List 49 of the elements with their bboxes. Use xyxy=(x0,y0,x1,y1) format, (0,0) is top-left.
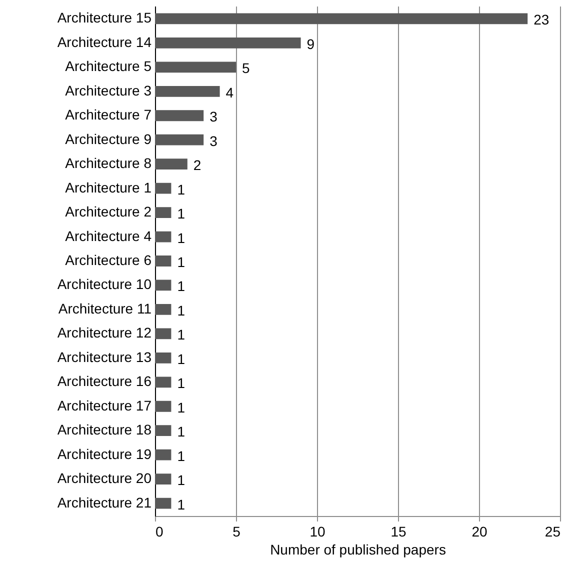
y-tick-label: Architecture 10 xyxy=(57,276,152,292)
y-tick-label: Architecture 3 xyxy=(65,82,152,98)
data-label: 1 xyxy=(177,472,186,488)
y-tick-label: Architecture 19 xyxy=(57,446,152,462)
data-label: 1 xyxy=(177,181,186,198)
data-label: 1 xyxy=(177,302,186,318)
data-label: 4 xyxy=(226,84,234,100)
y-tick-label: Architecture 1 xyxy=(65,179,152,196)
data-label: 1 xyxy=(177,448,186,464)
x-tick-label: 15 xyxy=(390,524,406,540)
y-tick-label: Architecture 5 xyxy=(65,58,152,74)
data-label: 1 xyxy=(177,254,186,270)
data-label: 23 xyxy=(534,12,550,28)
x-tick-label: 10 xyxy=(310,524,326,540)
y-tick-label: Architecture 12 xyxy=(57,324,152,341)
data-label: 1 xyxy=(177,206,186,222)
y-tick-label: Architecture 7 xyxy=(65,106,152,123)
x-tick-label: 25 xyxy=(544,524,561,540)
y-tick-label: Architecture 4 xyxy=(65,228,152,244)
y-tick-label: Architecture 15 xyxy=(57,10,152,26)
y-tick-label: Architecture 8 xyxy=(65,155,152,172)
data-label: 1 xyxy=(177,326,186,343)
data-label: 1 xyxy=(177,424,186,440)
y-tick-label: Architecture 9 xyxy=(65,130,152,147)
data-label: 1 xyxy=(177,278,186,294)
y-tick-label: Architecture 16 xyxy=(57,373,152,390)
x-tick-label: 5 xyxy=(232,524,241,540)
data-label: 3 xyxy=(210,108,218,125)
data-label: 1 xyxy=(177,375,186,392)
data-label: 3 xyxy=(210,132,218,149)
y-tick-label: Architecture 18 xyxy=(57,422,152,438)
y-tick-label: Architecture 21 xyxy=(57,494,152,510)
data-label: 1 xyxy=(177,350,186,367)
y-tick-label: Architecture 11 xyxy=(58,300,152,316)
x-tick-label: 20 xyxy=(472,524,488,540)
y-tick-label: Architecture 17 xyxy=(57,397,152,414)
y-tick-label: Architecture 2 xyxy=(65,204,152,220)
y-tick-label: Architecture 20 xyxy=(57,470,152,486)
y-tick-label: Architecture 6 xyxy=(65,252,152,268)
x-tick-label: 0 xyxy=(156,524,164,540)
data-label: 2 xyxy=(193,157,202,174)
data-label: 5 xyxy=(242,60,250,76)
data-label: 1 xyxy=(177,496,186,512)
data-label: 1 xyxy=(177,399,186,416)
x-axis-title: Number of published papers xyxy=(270,542,446,558)
y-tick-label: Architecture 13 xyxy=(57,348,152,365)
y-tick-label: Architecture 14 xyxy=(57,34,152,50)
data-label: 1 xyxy=(177,230,186,246)
data-label: 9 xyxy=(306,36,315,52)
